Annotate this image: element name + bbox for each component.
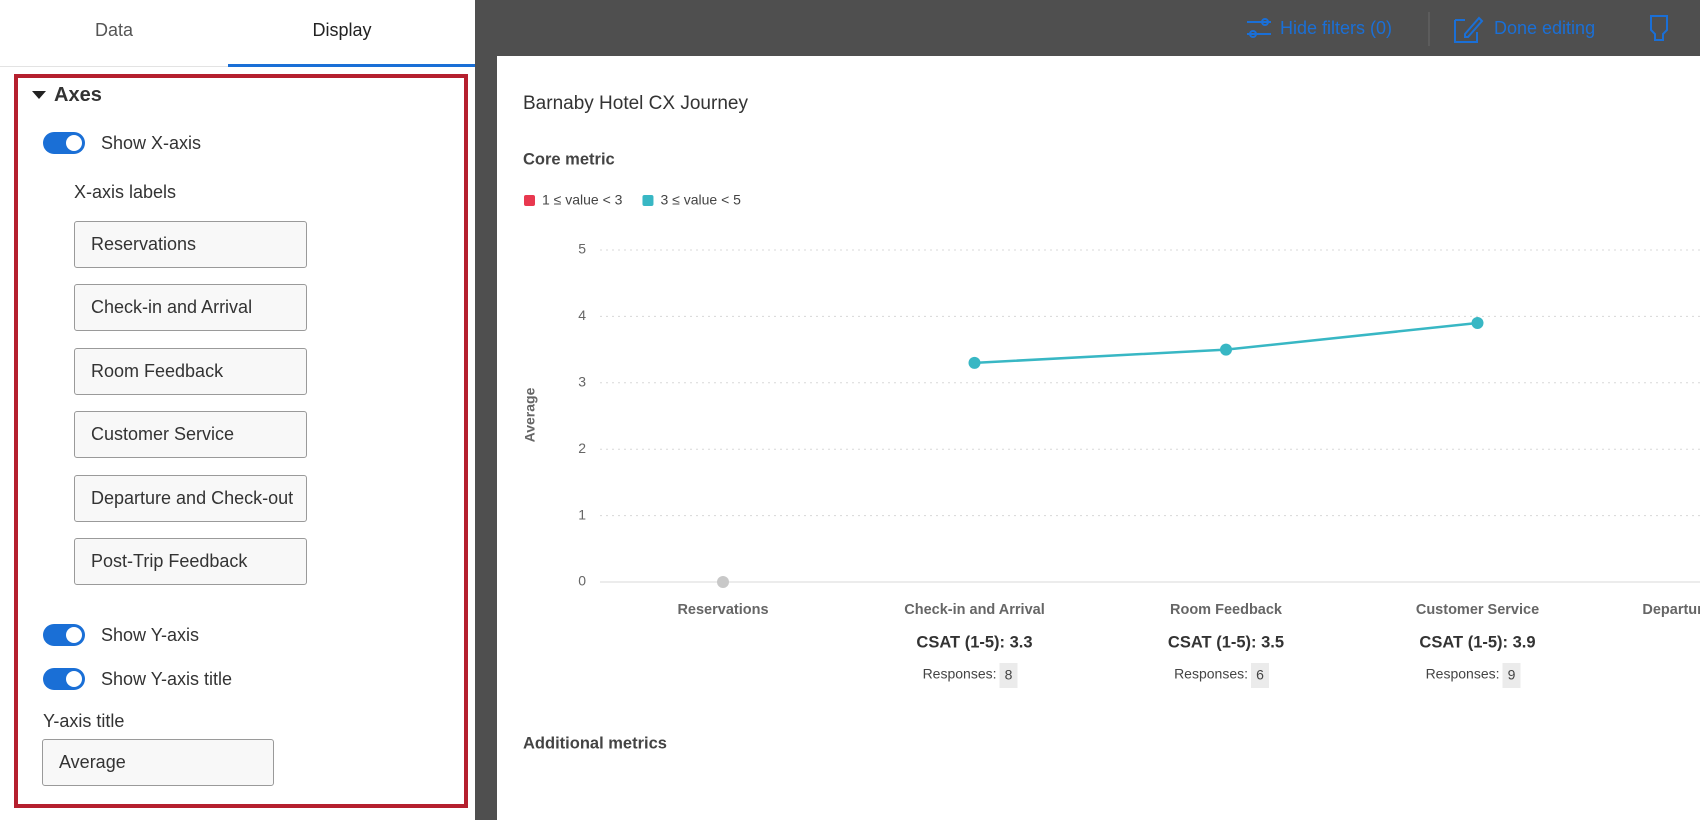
tab[interactable]: Display bbox=[312, 20, 372, 40]
point bbox=[1220, 343, 1232, 356]
toggle-label: Show Y-axis title bbox=[101, 669, 233, 689]
x-tick-label: Departure and Check-out bbox=[1642, 602, 1700, 618]
no-data-marker bbox=[717, 576, 729, 588]
active-tab-indicator bbox=[228, 64, 475, 67]
text-input[interactable]: Average bbox=[42, 739, 274, 786]
legend-swatch bbox=[524, 195, 535, 206]
point bbox=[1471, 317, 1484, 330]
responses-label: Responses: bbox=[1174, 666, 1248, 682]
text-input[interactable]: Customer Service bbox=[74, 411, 307, 458]
text-input[interactable]: Departure and Check-out bbox=[74, 475, 307, 522]
x-tick-label: Customer Service bbox=[1416, 602, 1539, 618]
text-input[interactable]: Room Feedback bbox=[74, 348, 307, 395]
collapse-arrow[interactable] bbox=[32, 91, 46, 100]
responses-count: 9 bbox=[1508, 667, 1516, 683]
toggle-label: Show X-axis bbox=[101, 133, 202, 153]
text-input[interactable]: Reservations bbox=[74, 221, 307, 268]
card bbox=[497, 56, 1700, 820]
card-title: Barnaby Hotel CX Journey bbox=[523, 93, 748, 114]
y-tick-label: 0 bbox=[578, 573, 586, 589]
legend-swatch bbox=[642, 195, 654, 206]
filter-icon bbox=[1247, 18, 1271, 38]
responses-label: Responses: bbox=[1426, 666, 1500, 682]
x-tick-label: Reservations bbox=[677, 602, 768, 618]
y-tick-label: 2 bbox=[578, 440, 586, 456]
y-tick-label: 3 bbox=[578, 374, 586, 390]
text-input[interactable]: Post-Trip Feedback bbox=[74, 538, 307, 585]
responses-badge bbox=[1251, 663, 1269, 688]
done-editing-button[interactable]: Done editing bbox=[1494, 18, 1595, 38]
value-label: CSAT (1-5): 3.9 bbox=[1419, 633, 1535, 651]
report-area: Hide filters (0) Done editing Barnaby Ho… bbox=[497, 12, 1700, 820]
y-tick-label: 4 bbox=[578, 307, 586, 323]
legend-label: 1 ≤ value < 3 bbox=[542, 192, 623, 208]
text-input[interactable]: Check-in and Arrival bbox=[74, 284, 307, 331]
toggle[interactable] bbox=[43, 668, 85, 690]
x-tick-label: Check-in and Arrival bbox=[904, 602, 1044, 618]
responses-count: 6 bbox=[1256, 667, 1264, 683]
y-tick-label: 1 bbox=[578, 506, 586, 522]
responses-count: 8 bbox=[1005, 667, 1013, 683]
settings-panel: Data Display Axes Show X-axis X-axis lab… bbox=[0, 0, 475, 820]
value-label: CSAT (1-5): 3.5 bbox=[1168, 633, 1284, 651]
insights-icon[interactable] bbox=[1650, 15, 1668, 41]
responses-label: Responses: bbox=[923, 666, 997, 682]
toggle[interactable] bbox=[43, 624, 85, 646]
section-heading: Core metric bbox=[523, 150, 615, 168]
legend-label: 3 ≤ value < 5 bbox=[660, 192, 741, 208]
point bbox=[968, 356, 981, 369]
tab[interactable]: Data bbox=[94, 20, 134, 40]
hide-filters-button[interactable]: Hide filters (0) bbox=[1280, 18, 1392, 38]
responses-badge bbox=[1502, 663, 1521, 688]
y-axis-title: Average bbox=[522, 387, 538, 442]
toggle-label: Show Y-axis bbox=[101, 625, 200, 645]
y-tick-label: 5 bbox=[578, 241, 586, 257]
x-tick-label: Room Feedback bbox=[1170, 602, 1283, 618]
responses-badge bbox=[999, 663, 1018, 688]
section-title[interactable]: Axes bbox=[54, 84, 102, 106]
highlight-frame bbox=[14, 74, 468, 808]
toggle[interactable] bbox=[43, 132, 85, 154]
field-heading: Y-axis title bbox=[43, 711, 125, 731]
section-heading: Additional metrics bbox=[523, 734, 667, 752]
field-heading: X-axis labels bbox=[74, 182, 177, 202]
edit-icon bbox=[1454, 16, 1484, 43]
value-label: CSAT (1-5): 3.3 bbox=[916, 633, 1032, 651]
